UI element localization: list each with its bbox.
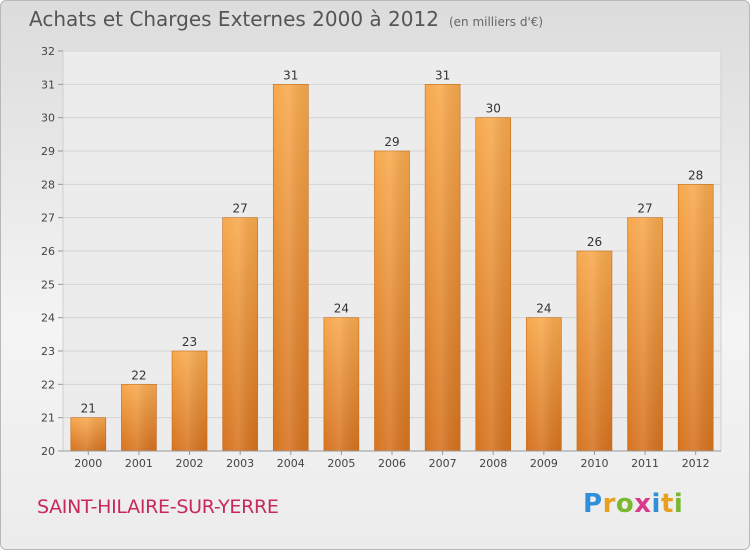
chart-subtitle: (en milliers d'€) — [448, 15, 544, 29]
y-tick-label: 31 — [41, 78, 55, 91]
bar-value-label: 22 — [131, 368, 146, 382]
bar-shine — [70, 417, 106, 451]
x-tick-label: 2006 — [378, 457, 406, 470]
x-tick-label: 2000 — [74, 457, 102, 470]
y-tick-label: 23 — [41, 345, 55, 358]
bar-value-label: 31 — [283, 68, 298, 82]
y-tick-label: 32 — [41, 45, 55, 58]
bar-value-label: 27 — [233, 202, 248, 216]
bar-shine — [627, 217, 663, 451]
x-tick-label: 2010 — [580, 457, 608, 470]
bar-value-label: 23 — [182, 335, 197, 349]
bar-value-label: 31 — [435, 68, 450, 82]
bar-value-label: 29 — [384, 135, 399, 149]
bar-value-label: 30 — [486, 102, 501, 116]
bar-value-label: 24 — [536, 302, 551, 316]
y-tick-label: 21 — [41, 412, 55, 425]
x-tick-label: 2008 — [479, 457, 507, 470]
bar-shine — [374, 151, 410, 451]
bar-value-label: 28 — [688, 168, 703, 182]
y-tick-label: 25 — [41, 278, 55, 291]
y-tick-label: 28 — [41, 178, 55, 191]
bar-shine — [121, 384, 157, 451]
x-tick-label: 2012 — [682, 457, 710, 470]
y-tick-label: 20 — [41, 445, 55, 458]
x-tick-label: 2003 — [226, 457, 254, 470]
chart-title-text: Achats et Charges Externes 2000 à 2012 — [29, 7, 439, 31]
bar-shine — [323, 317, 359, 451]
chart-title: Achats et Charges Externes 2000 à 2012 (e… — [29, 7, 543, 31]
bar-value-label: 27 — [637, 202, 652, 216]
x-axis: 2000 2001 2002 2003 2004 2005 2006 2007 2008 2009… — [63, 450, 721, 470]
bar-shine — [526, 317, 562, 451]
x-tick-label: 2011 — [631, 457, 659, 470]
bar-shine — [576, 251, 612, 451]
bar-shine — [273, 84, 309, 451]
bar-shine — [172, 351, 208, 451]
y-tick-label: 22 — [41, 378, 55, 391]
bar-shine — [222, 217, 258, 451]
commune-name: SAINT-HILAIRE-SUR-YERRE — [37, 496, 279, 518]
bar-value-label: 21 — [81, 402, 96, 416]
bar-value-label: 24 — [334, 302, 349, 316]
bar-shine — [425, 84, 461, 451]
x-tick-label: 2009 — [530, 457, 558, 470]
bars: 21 22 23 27 31 24 29 31 30 24 26 27 28 — [70, 68, 714, 452]
y-tick-label: 29 — [41, 145, 55, 158]
y-axis: 20 21 22 23 24 25 26 27 28 29 30 31 32 — [41, 45, 63, 458]
bar-shine — [678, 184, 714, 452]
y-tick-label: 24 — [41, 312, 55, 325]
y-tick-label: 30 — [41, 112, 55, 125]
bar-shine — [475, 117, 511, 452]
proxiti-logo: Proxiti — [583, 489, 684, 519]
y-tick-label: 27 — [41, 212, 55, 225]
y-tick-label: 26 — [41, 245, 55, 258]
x-tick-label: 2007 — [429, 457, 457, 470]
bar-value-label: 26 — [587, 235, 602, 249]
x-tick-label: 2005 — [327, 457, 355, 470]
x-tick-label: 2002 — [176, 457, 204, 470]
x-tick-label: 2001 — [125, 457, 153, 470]
x-tick-label: 2004 — [277, 457, 305, 470]
